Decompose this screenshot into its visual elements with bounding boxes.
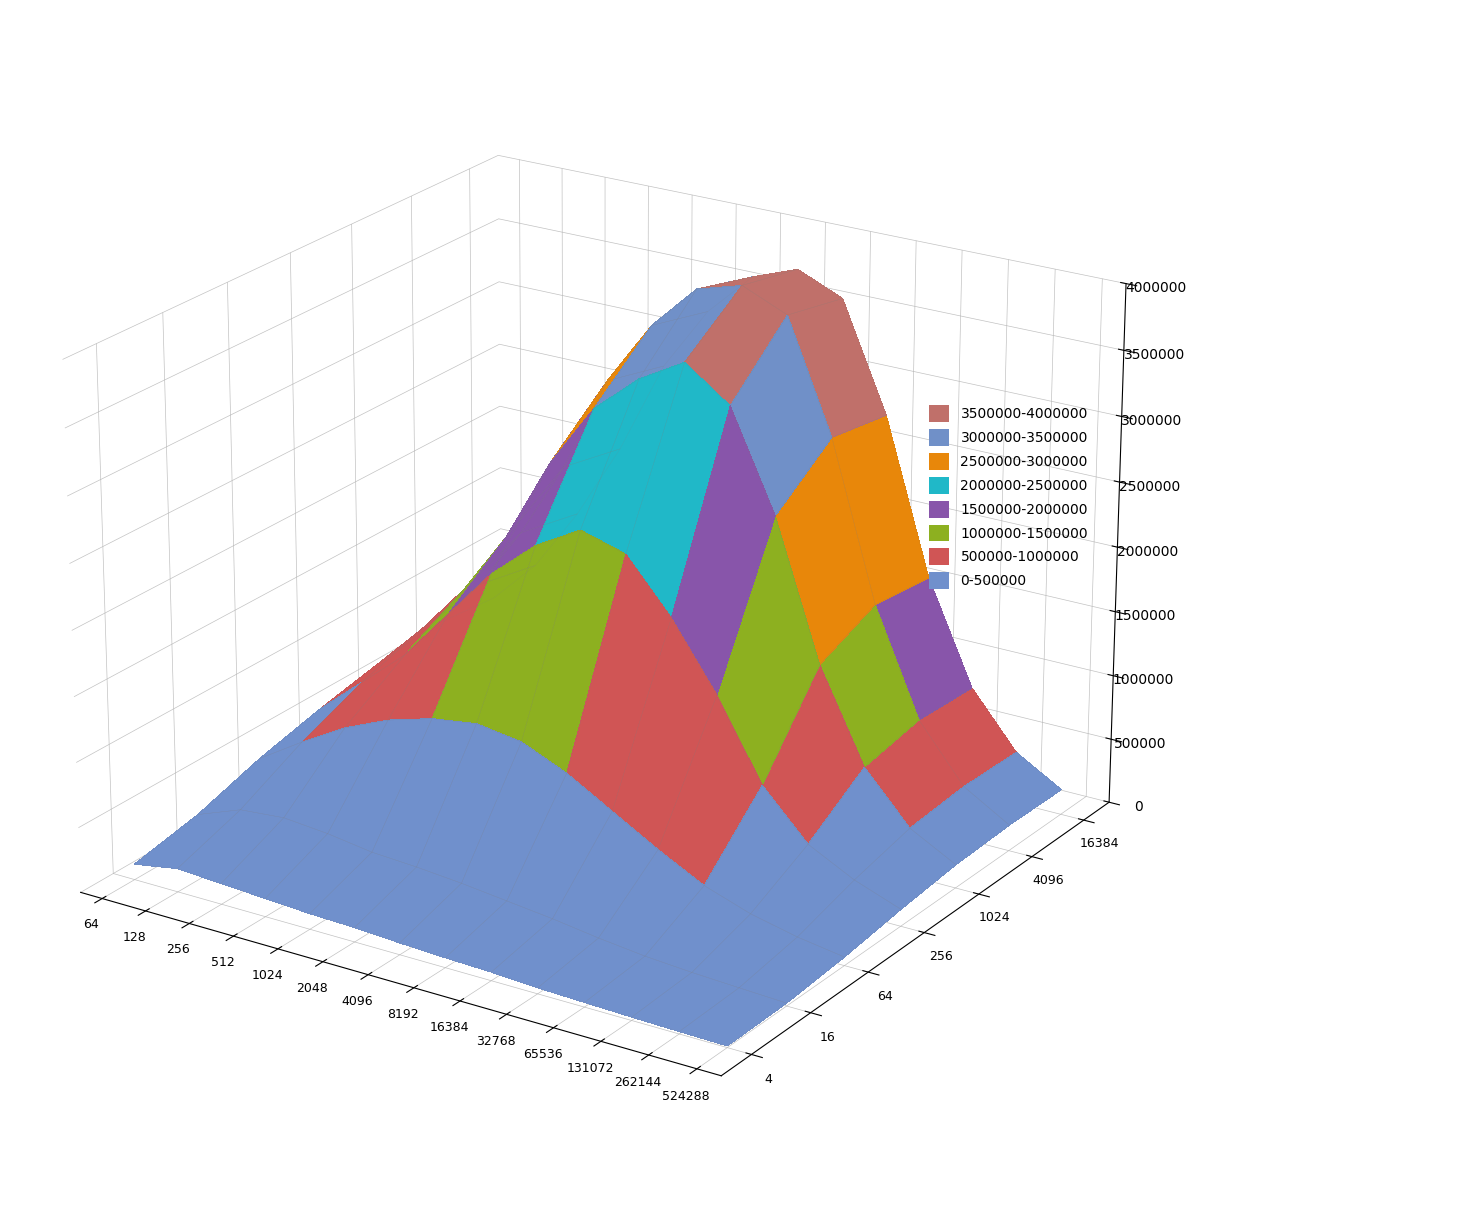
Legend: 3500000-4000000, 3000000-3500000, 2500000-3000000, 2000000-2500000, 1500000-2000: 3500000-4000000, 3000000-3500000, 250000… [923,400,1094,594]
